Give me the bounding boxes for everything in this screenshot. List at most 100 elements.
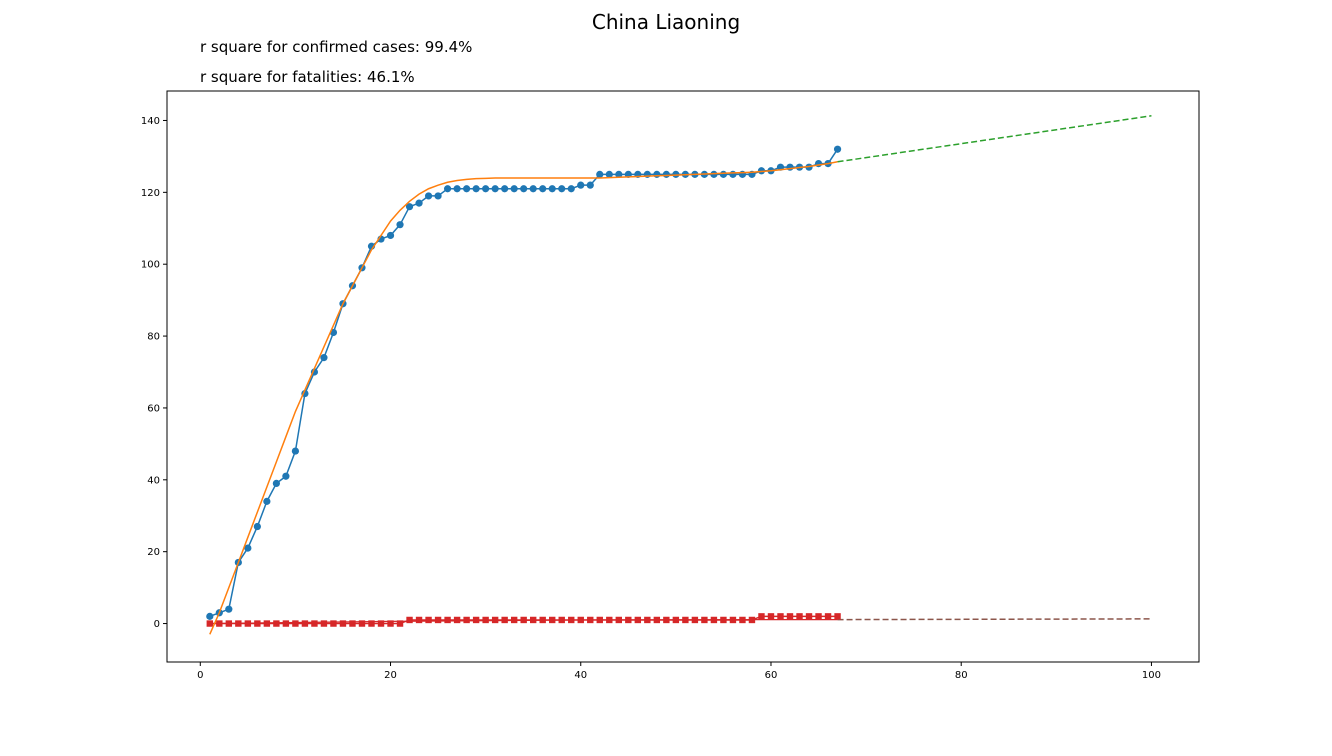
x-tick-label: 100 [1142, 670, 1161, 681]
x-tick-label: 0 [197, 670, 203, 681]
confirmed-point [463, 185, 471, 193]
fatalities-point [549, 616, 556, 624]
confirmed-line [209, 148, 839, 618]
confirmed-point [434, 192, 442, 200]
fatalities-point [558, 616, 565, 624]
fatalities-point [701, 616, 708, 624]
plot-frame [166, 90, 1200, 663]
fatalities-point [311, 620, 318, 627]
confirmed-point [386, 231, 395, 240]
fatalities-point [501, 616, 508, 624]
fatalities-point [587, 616, 594, 624]
fatalities-point [691, 616, 699, 624]
fatalities-point [273, 620, 280, 627]
fatalities-point [225, 620, 233, 627]
fatalities-point [824, 613, 832, 620]
fatalities-point [529, 616, 537, 624]
confirmed-point [501, 185, 509, 193]
fatalities-point [520, 616, 527, 624]
confirmed-point [596, 170, 604, 178]
fatalities-point [644, 616, 651, 624]
fatalities-point [710, 616, 718, 624]
y-tick-label: 100 [141, 260, 160, 271]
confirmed-point [529, 185, 537, 193]
fatalities-point [663, 616, 670, 624]
confirmed-point [786, 163, 794, 171]
fatalities-point [729, 616, 737, 624]
fatalities-point [387, 620, 394, 627]
confirmed-point [320, 354, 328, 362]
confirmed-point [272, 479, 280, 488]
fatalities-point [634, 616, 642, 624]
confirmed-point [443, 185, 452, 193]
fatalities-point [777, 613, 784, 620]
fatalities-point [568, 616, 575, 624]
fatalities-point [720, 616, 727, 624]
fatalities-point [625, 616, 632, 624]
fatalities-point [206, 620, 214, 627]
fatalities-point [453, 616, 461, 624]
x-tick-label: 80 [955, 670, 968, 681]
fatalities-point [320, 620, 328, 627]
fatalities-point [767, 613, 775, 620]
confirmed-point [510, 185, 518, 193]
fatalities-point [463, 616, 470, 624]
fatalities-point [834, 613, 841, 620]
fatalities-point [425, 616, 432, 624]
fatalities-point [577, 616, 584, 624]
fatalities-point [482, 616, 489, 624]
y-tick-label: 0 [154, 619, 160, 630]
confirmed-point [520, 185, 528, 193]
r-square-fatalities-annotation: r square for fatalities: 46.1% [200, 68, 415, 86]
confirmed-point [729, 170, 737, 178]
fatalities-point [349, 620, 356, 627]
fatalities-point [491, 616, 499, 624]
confirmed-point [253, 522, 261, 531]
confirmed-point [282, 472, 290, 480]
axis-ticks: 0 20 40 60 80 100 0 20 40 60 80 100 120 140 [141, 116, 1161, 681]
fatalities-point [292, 620, 299, 627]
fatalities-point [805, 613, 813, 620]
fatalities-point [254, 620, 261, 627]
fatalities-projection-line [837, 618, 1152, 621]
y-tick-label: 140 [141, 116, 160, 127]
confirmed-point [558, 185, 566, 193]
r-square-confirmed-annotation: r square for confirmed cases: 99.4% [200, 38, 473, 56]
fatalities-point [510, 616, 518, 624]
confirmed-point [291, 447, 300, 455]
fatalities-point [263, 620, 271, 627]
y-tick-label: 80 [147, 332, 160, 343]
confirmed-point [453, 185, 461, 193]
fatalities-point [748, 616, 756, 624]
confirmed-point [396, 221, 404, 229]
fatalities-point [216, 620, 223, 627]
y-tick-label: 40 [147, 475, 160, 486]
fatalities-point [444, 616, 451, 624]
y-tick-label: 20 [147, 547, 160, 558]
fatalities-point [472, 616, 480, 624]
fatalities-point [682, 616, 689, 624]
confirmed-point [662, 170, 670, 178]
confirmed-point [577, 181, 585, 189]
confirmed-point [415, 199, 423, 207]
fatalities-point [396, 620, 404, 627]
confirmed-point [586, 181, 594, 189]
fatalities-point [739, 616, 746, 624]
fatalities-point [415, 616, 423, 624]
y-tick-label: 120 [141, 188, 160, 199]
confirmed-point [225, 605, 233, 613]
confirmed-point [833, 145, 842, 153]
fatalities-point [235, 620, 242, 627]
confirmed-fit-line [209, 161, 838, 635]
fatalities-point [615, 616, 622, 624]
fatalities-point [653, 616, 661, 624]
fatalities-point [539, 616, 546, 624]
confirmed-point [405, 203, 414, 211]
fatalities-point [672, 616, 680, 624]
fatalities-point [282, 620, 290, 627]
confirmed-point [263, 497, 271, 505]
fatalities-point [358, 620, 366, 627]
x-tick-label: 60 [765, 670, 778, 681]
confirmed-point [482, 185, 490, 193]
